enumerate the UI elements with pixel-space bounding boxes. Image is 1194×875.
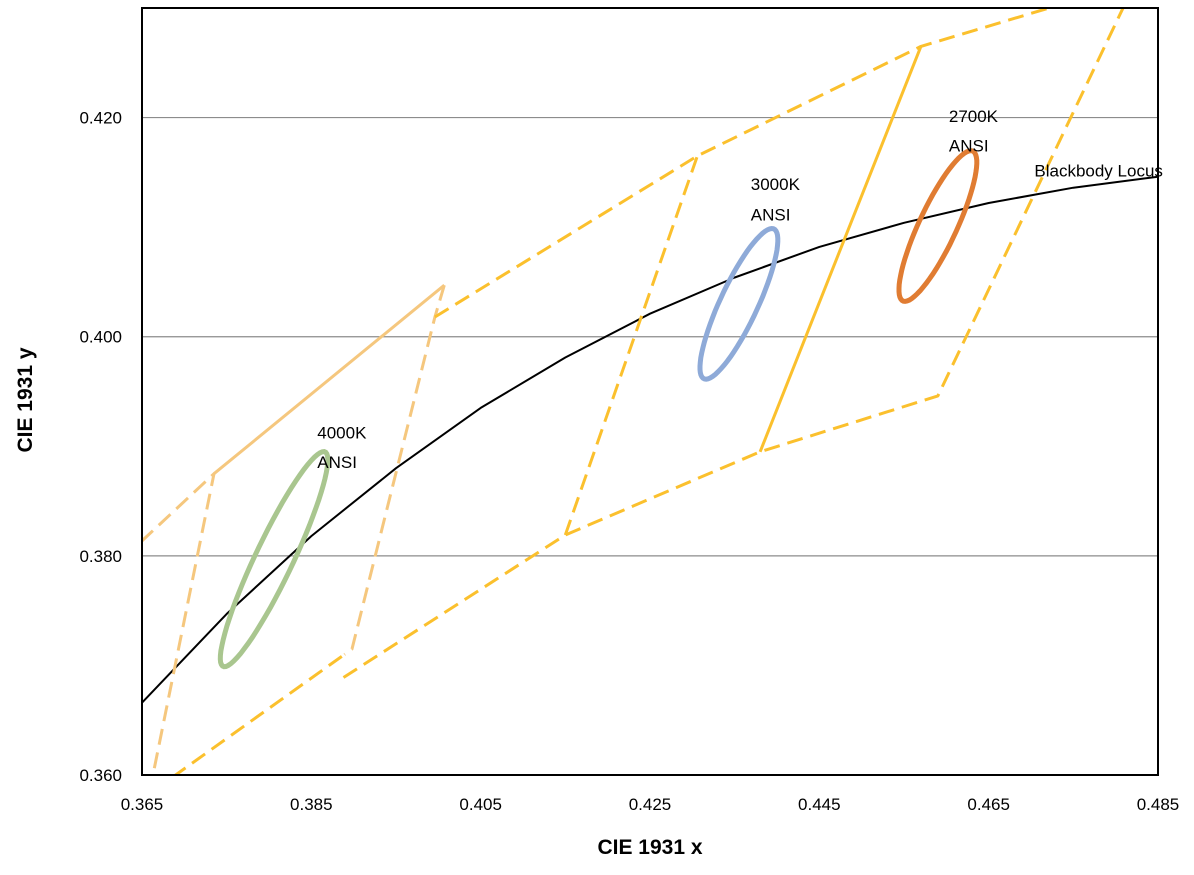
macadam-ellipse [217, 449, 331, 670]
y-tick-label: 0.380 [79, 547, 122, 566]
annotation-label: Blackbody Locus [1034, 162, 1163, 181]
y-tick-label: 0.360 [79, 766, 122, 785]
annotation-label: ANSI [751, 206, 791, 225]
annotations: 4000K ANSI 3000K ANSI 2700K ANSI Blackbody Loc… [317, 107, 1163, 472]
ansi-quadrangle-edge [563, 155, 699, 536]
ansi-quadrangle-edge [343, 284, 446, 656]
x-tick-label: 0.365 [121, 795, 164, 814]
blackbody-locus-line [142, 175, 1158, 704]
x-tick-label: 0.405 [459, 795, 502, 814]
annotation-label: 2700K [949, 107, 999, 126]
annotation-label: 4000K [317, 424, 367, 443]
y-tick-label: 0.400 [79, 328, 122, 347]
x-tick-label: 0.425 [629, 795, 672, 814]
gridlines [142, 116, 1158, 557]
ansi-quadrangle-edge [342, 8, 1125, 679]
x-tick-label: 0.485 [1137, 795, 1180, 814]
plot-background [142, 8, 1158, 775]
annotation-label: 3000K [751, 175, 801, 194]
macadam-ellipse [896, 148, 980, 304]
macadam-ellipse [697, 225, 781, 382]
annotation-label: ANSI [317, 453, 357, 472]
tick-labels: 0.365 0.385 0.405 0.425 0.445 0.465 0.485 0.360… [79, 109, 1179, 814]
x-tick-label: 0.465 [967, 795, 1010, 814]
y-axis-title: CIE 1931 y [14, 347, 37, 452]
ansi-quadrangle-edge [173, 653, 346, 775]
ansi-quadrangle-edge [758, 45, 923, 453]
x-tick-label: 0.445 [798, 795, 841, 814]
annotation-label: ANSI [949, 137, 989, 156]
plot-frame [141, 7, 1159, 776]
x-axis-title: CIE 1931 x [597, 836, 702, 859]
ansi-quadrangle-edge [213, 284, 446, 475]
ansi-quadrangle-edge [434, 8, 1055, 319]
data-series [142, 8, 1158, 775]
x-tick-label: 0.385 [290, 795, 333, 814]
y-tick-label: 0.420 [79, 109, 122, 128]
